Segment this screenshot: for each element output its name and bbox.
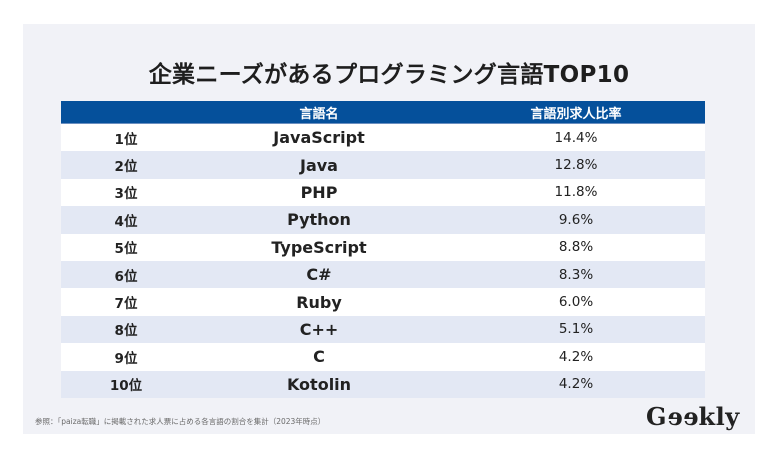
- language-cell: Ruby: [296, 292, 342, 312]
- ratio-cell: 8.3%: [558, 266, 594, 283]
- source-footnote: 参照：「paiza転職」に掲載された求人票に占める各言語の割合を集計（2023年…: [35, 417, 326, 426]
- rank-cell: 9位: [114, 350, 138, 367]
- ranking-table: 言語名 言語別求人比率 1位 JavaScript 14.4% 2位 Java …: [61, 101, 705, 398]
- table-row: 5位 TypeScript 8.8%: [61, 233, 705, 261]
- ratio-cell: 11.8%: [554, 184, 598, 201]
- language-cell: TypeScript: [271, 237, 367, 257]
- logo-suffix: kly: [698, 402, 740, 431]
- ratio-cell: 5.1%: [558, 321, 594, 338]
- header-language: 言語名: [299, 106, 339, 122]
- table-row: 10位 Kotolin 4.2%: [61, 370, 705, 398]
- ratio-cell: 4.2%: [558, 376, 594, 393]
- language-cell: C#: [306, 265, 332, 285]
- ratio-cell: 8.8%: [558, 239, 594, 256]
- table-row: 8位 C++ 5.1%: [61, 315, 705, 344]
- header-ratio: 言語別求人比率: [530, 106, 622, 122]
- language-cell: C: [313, 347, 325, 367]
- rank-cell: 7位: [114, 296, 138, 313]
- infographic-card: 企業ニーズがあるプログラミング言語TOP10 言語名 言語別求人比率 1位 Ja…: [23, 24, 755, 434]
- language-cell: JavaScript: [273, 128, 365, 148]
- table-row: 1位 JavaScript 14.4%: [61, 124, 705, 152]
- rank-cell: 1位: [114, 131, 138, 148]
- logo-prefix: G: [646, 402, 667, 431]
- ratio-cell: 9.6%: [558, 211, 594, 228]
- table-row: 7位 Ruby 6.0%: [61, 288, 705, 316]
- table-row: 2位 Java 12.8%: [61, 151, 705, 179]
- rank-cell: 2位: [114, 159, 138, 176]
- rank-cell: 6位: [114, 268, 138, 285]
- rank-cell: 10位: [109, 378, 143, 395]
- ratio-cell: 4.2%: [558, 348, 594, 365]
- chart-title: 企業ニーズがあるプログラミング言語TOP10: [148, 62, 630, 88]
- table-header: 言語名 言語別求人比率: [61, 101, 705, 124]
- language-cell: PHP: [300, 182, 338, 202]
- table-row: 3位 PHP 11.8%: [61, 178, 705, 207]
- logo-flipped-letters: ee: [667, 402, 699, 431]
- language-cell: C++: [299, 319, 339, 339]
- rank-cell: 4位: [114, 213, 138, 230]
- ratio-cell: 14.4%: [554, 129, 598, 146]
- language-cell: Kotolin: [286, 374, 352, 394]
- table-row: 4位 Python 9.6%: [61, 206, 705, 234]
- table-row: 6位 C# 8.3%: [61, 260, 705, 289]
- ratio-cell: 12.8%: [554, 157, 598, 174]
- rank-cell: 3位: [114, 186, 138, 203]
- language-cell: Python: [287, 210, 351, 230]
- geekly-logo: Geekly: [646, 402, 740, 431]
- rank-cell: 8位: [114, 323, 138, 340]
- rank-cell: 5位: [114, 241, 138, 258]
- table-row: 9位 C 4.2%: [61, 343, 705, 371]
- language-cell: Java: [300, 155, 338, 175]
- ratio-cell: 6.0%: [558, 294, 594, 311]
